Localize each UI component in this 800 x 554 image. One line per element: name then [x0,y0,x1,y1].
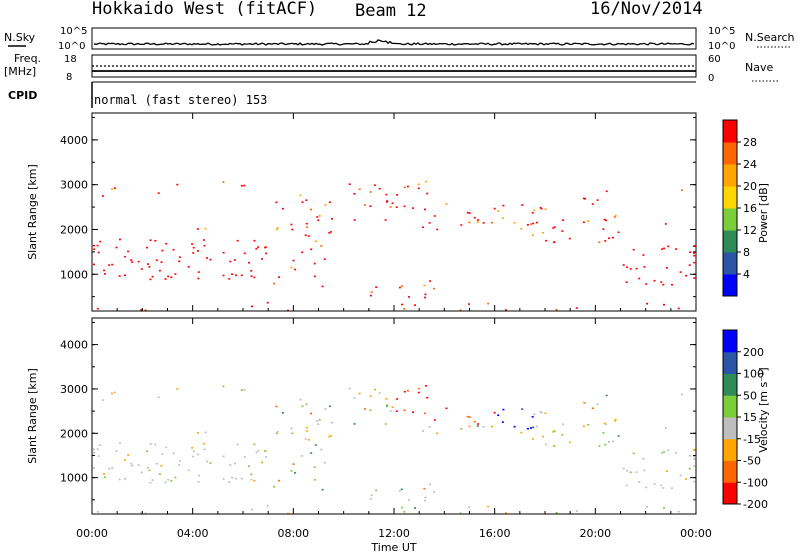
velocity-colorbar: 200 100 50 15 -15 -50 -100 -200 [722,329,768,511]
power-scatter [93,180,696,312]
x-tick-label: 16:00 [479,527,511,540]
y-tick-label: 3000 [60,179,88,192]
colorbar-tick-label: 12 [743,224,757,237]
colorbar-tick-label: -200 [743,498,768,511]
velocity-y-axis: 1000 2000 3000 4000 [60,321,696,501]
velocity-y-label: Slant Range [km] [26,368,39,464]
y-tick-label: 1000 [60,268,88,281]
y-tick-label: 4000 [60,134,88,147]
nsky-strip: N.Sky 10^5 10^0 10^5 10^0 N.Search [4,26,795,52]
nsearch-tick-top: 10^5 [708,26,735,37]
colorbar-tick-label: 100 [743,368,764,381]
power-colorbar: 4 8 12 16 20 24 28 [722,119,757,297]
power-y-label: Slant Range [km] [26,164,39,260]
colorbar-tick-label: 24 [743,158,757,171]
cpid-strip: CPID normal (fast stereo) 153 [8,81,696,108]
time-axis: 00:00 04:00 08:00 12:00 16:00 20:00 00:00 [76,113,712,540]
velocity-scatter [93,385,696,515]
colorbar-tick-label: -100 [743,476,768,489]
y-tick-label: 3000 [60,383,88,396]
y-tick-label: 4000 [60,339,88,352]
cpid-label: CPID [8,89,37,102]
y-tick-label: 2000 [60,223,88,236]
x-tick-label: 08:00 [277,527,309,540]
cpid-value: normal (fast stereo) 153 [94,93,267,107]
colorbar-tick-label: 15 [743,411,757,424]
beam-title: Beam 12 [355,1,427,21]
freq-label: Freq. [14,52,41,65]
colorbar-tick-label: 16 [743,202,757,215]
power-y-axis: 1000 2000 3000 4000 [60,116,696,298]
colorbar-tick-label: 50 [743,389,757,402]
nsky-trace [93,39,695,46]
nave-tick-bottom: 0 [708,73,714,84]
x-tick-label: 00:00 [680,527,712,540]
velocity-panel: 1000 2000 3000 4000 Slant Range [km] [26,317,697,515]
x-tick-label: 00:00 [76,527,108,540]
nsearch-tick-bottom: 10^0 [708,41,735,52]
power-panel: 1000 2000 3000 4000 Slant Range [km] [26,112,697,312]
freq-unit-label: [MHz] [4,65,36,78]
freq-strip: Freq. [MHz] 18 8 60 0 Nave [4,52,780,84]
date-title: 16/Nov/2014 [590,0,703,19]
nave-tick-top: 60 [708,54,721,65]
colorbar-tick-label: 20 [743,180,757,193]
x-tick-label: 12:00 [378,527,410,540]
velocity-colorbar-label: Velocity [m s⁻¹] [757,367,770,452]
station-title: Hokkaido West (fitACF) [92,0,317,19]
nsky-tick-bottom: 10^0 [58,41,85,52]
nsky-tick-top: 10^5 [60,26,87,37]
nave-label: Nave [745,61,773,74]
colorbar-tick-label: 4 [743,268,750,281]
x-tick-label: 04:00 [177,527,209,540]
y-tick-label: 2000 [60,427,88,440]
nsearch-label: N.Search [745,31,795,44]
x-axis-label: Time UT [370,541,416,554]
y-tick-label: 1000 [60,472,88,485]
nsky-label: N.Sky [4,31,36,44]
freq-tick-bottom: 8 [66,72,72,83]
colorbar-tick-label: -50 [743,455,761,468]
x-tick-label: 20:00 [579,527,611,540]
power-colorbar-label: Power [dB] [757,183,770,243]
colorbar-tick-label: 8 [743,246,750,259]
colorbar-tick-label: -15 [743,433,761,446]
colorbar-tick-label: 28 [743,136,757,149]
colorbar-tick-label: 200 [743,346,764,359]
freq-tick-top: 18 [64,54,77,65]
